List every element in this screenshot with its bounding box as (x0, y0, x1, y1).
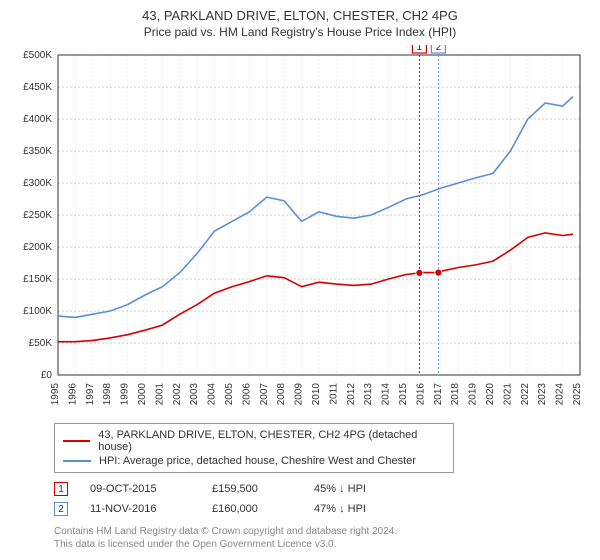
price-chart: £0 £50K £100K £150K £200K £250K £300K £350K £400… (10, 45, 590, 415)
svg-text:2006: 2006 (241, 383, 252, 406)
svg-text:2: 2 (436, 45, 442, 53)
svg-text:1999: 1999 (120, 383, 131, 406)
svg-text:2004: 2004 (207, 383, 218, 406)
svg-text:2017: 2017 (433, 383, 444, 406)
svg-text:2012: 2012 (346, 383, 357, 406)
svg-text:£300K: £300K (23, 178, 52, 189)
svg-text:2021: 2021 (502, 383, 513, 406)
svg-text:1: 1 (417, 45, 423, 53)
svg-text:2007: 2007 (259, 383, 270, 406)
transaction-marker: 2 (54, 502, 68, 516)
legend-swatch (63, 460, 91, 462)
svg-text:£350K: £350K (23, 146, 52, 157)
transaction-table: 1 09-OCT-2015 £159,500 45% ↓ HPI 2 11-NOV-201… (54, 479, 590, 519)
transaction-marker: 1 (54, 482, 68, 496)
footer-line-1: Contains HM Land Registry data © Crown c… (54, 525, 574, 538)
chart-title-block: 43, PARKLAND DRIVE, ELTON, CHESTER, CH2 … (10, 8, 590, 39)
transaction-price: £160,000 (212, 503, 292, 515)
legend-label: 43, PARKLAND DRIVE, ELTON, CHESTER, CH2 … (98, 429, 445, 453)
svg-text:2003: 2003 (189, 383, 200, 406)
svg-text:1997: 1997 (85, 383, 96, 406)
footer-line-2: This data is licensed under the Open Gov… (54, 538, 574, 551)
transaction-price: £159,500 (212, 483, 292, 495)
svg-text:2008: 2008 (276, 383, 287, 406)
svg-text:£100K: £100K (23, 306, 52, 317)
chart-title-sub: Price paid vs. HM Land Registry's House … (10, 25, 590, 39)
legend-item: 43, PARKLAND DRIVE, ELTON, CHESTER, CH2 … (63, 428, 445, 454)
svg-text:1998: 1998 (102, 383, 113, 406)
transaction-delta: 47% ↓ HPI (314, 503, 404, 515)
svg-text:2024: 2024 (555, 383, 566, 406)
legend-label: HPI: Average price, detached house, Ches… (99, 455, 416, 467)
svg-text:2018: 2018 (450, 383, 461, 406)
svg-text:£500K: £500K (23, 50, 52, 61)
svg-text:2025: 2025 (572, 383, 583, 406)
svg-text:2000: 2000 (137, 383, 148, 406)
svg-text:2020: 2020 (485, 383, 496, 406)
chart-legend: 43, PARKLAND DRIVE, ELTON, CHESTER, CH2 … (54, 423, 454, 473)
chart-title-main: 43, PARKLAND DRIVE, ELTON, CHESTER, CH2 … (10, 8, 590, 23)
legend-item: HPI: Average price, detached house, Ches… (63, 454, 445, 468)
svg-text:2023: 2023 (537, 383, 548, 406)
svg-text:1996: 1996 (67, 383, 78, 406)
svg-text:£50K: £50K (29, 338, 53, 349)
svg-text:2013: 2013 (363, 383, 374, 406)
svg-text:2011: 2011 (328, 383, 339, 405)
svg-text:2009: 2009 (294, 383, 305, 406)
svg-text:2014: 2014 (381, 383, 392, 406)
svg-text:2022: 2022 (520, 383, 531, 406)
svg-text:2016: 2016 (415, 383, 426, 406)
svg-text:£200K: £200K (23, 242, 52, 253)
svg-text:2001: 2001 (154, 383, 165, 406)
svg-text:£250K: £250K (23, 210, 52, 221)
svg-text:£150K: £150K (23, 274, 52, 285)
svg-text:1995: 1995 (50, 383, 61, 406)
transaction-date: 11-NOV-2016 (90, 503, 190, 515)
transaction-delta: 45% ↓ HPI (314, 483, 404, 495)
legend-swatch (63, 440, 90, 442)
attribution-footer: Contains HM Land Registry data © Crown c… (54, 525, 574, 551)
svg-text:2015: 2015 (398, 383, 409, 406)
svg-text:2019: 2019 (468, 383, 479, 406)
svg-text:£400K: £400K (23, 114, 52, 125)
transaction-row: 2 11-NOV-2016 £160,000 47% ↓ HPI (54, 499, 590, 519)
chart-container: £0 £50K £100K £150K £200K £250K £300K £350K £400… (10, 45, 590, 415)
transaction-row: 1 09-OCT-2015 £159,500 45% ↓ HPI (54, 479, 590, 499)
svg-text:2002: 2002 (172, 383, 183, 406)
svg-text:2010: 2010 (311, 383, 322, 406)
svg-text:£450K: £450K (23, 82, 52, 93)
svg-text:2005: 2005 (224, 383, 235, 406)
svg-text:£0: £0 (41, 370, 53, 381)
transaction-date: 09-OCT-2015 (90, 483, 190, 495)
